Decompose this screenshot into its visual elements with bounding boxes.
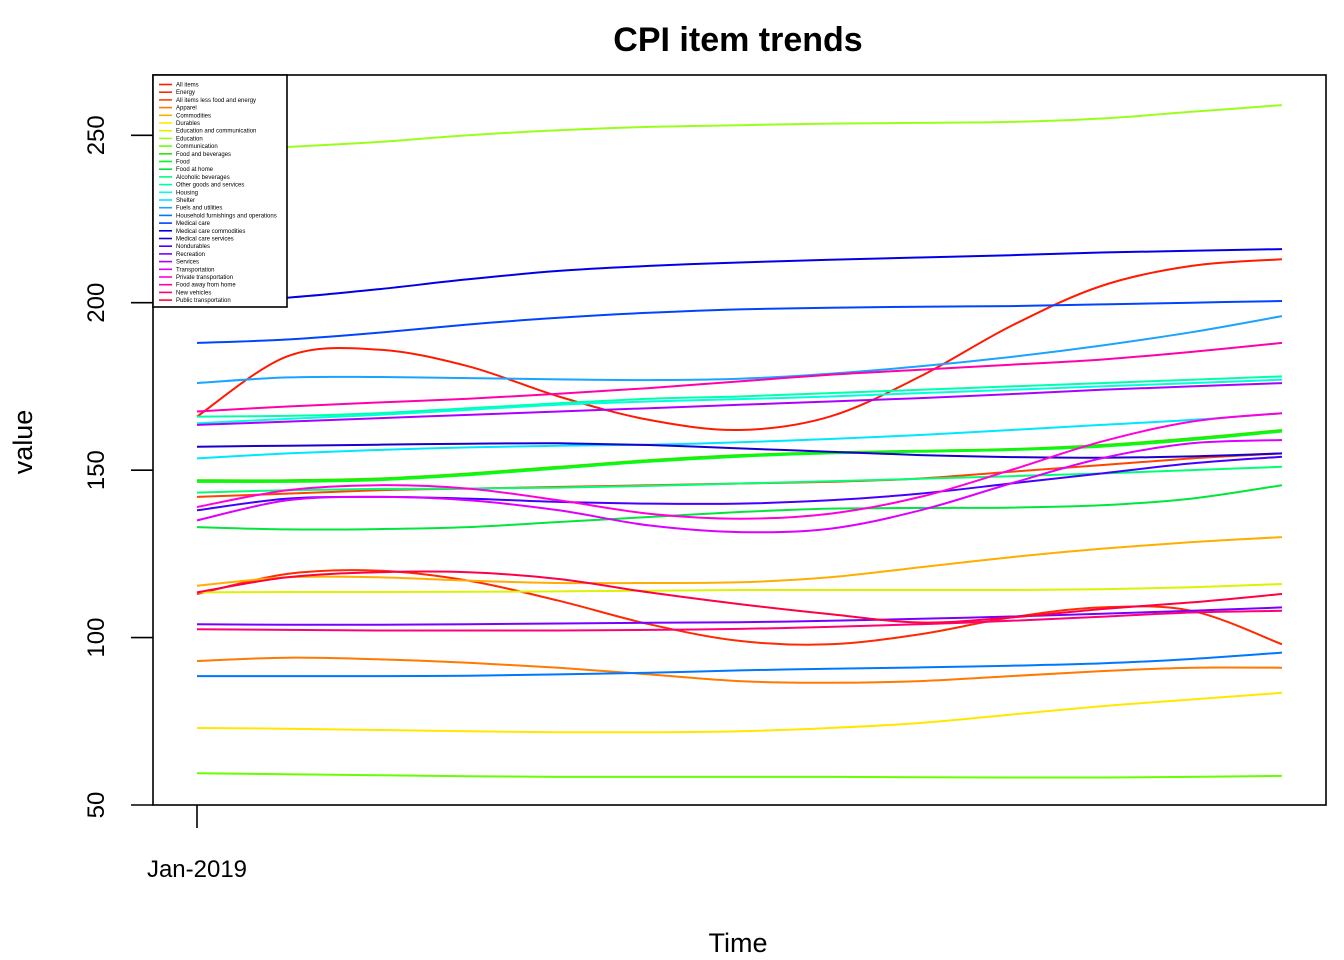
legend-entry: Medical care services (176, 237, 234, 243)
legend-entry: Food away from home (176, 283, 236, 289)
series-line-food-and-beverages (196, 429, 1283, 482)
legend-entry: Housing (176, 190, 198, 196)
y-axis: 50 100 150 200 250 (83, 115, 153, 818)
series-line-household-furnishings-and-operations (196, 651, 1283, 678)
legend-entry: Household furnishings and operations (176, 213, 277, 219)
legend-entry: Alcoholic beverages (176, 175, 230, 181)
y-tick-label: 150 (83, 450, 110, 490)
series-line-transportation (196, 439, 1283, 534)
legend-box (152, 74, 288, 308)
y-tick-label: 100 (83, 618, 110, 658)
series-line-all-items-less-food-and-energy (196, 452, 1283, 498)
series-line-food-away-from-home (196, 341, 1283, 413)
legend-entry: Commodities (176, 113, 211, 119)
series-line-food-at-home (196, 484, 1283, 531)
chart-title: CPI item trends (613, 21, 862, 59)
legend-entry: Medical care commodities (176, 229, 245, 235)
series-line-public-transportation (196, 570, 1283, 624)
series-lines (196, 104, 1283, 779)
series-line-communication (196, 772, 1283, 779)
series-line-energy (196, 569, 1283, 646)
legend-entry: Other goods and services (176, 183, 244, 189)
y-tick-label: 50 (83, 792, 110, 819)
series-line-housing (196, 378, 1283, 425)
x-axis: Jan-2019 (147, 805, 247, 883)
series-line-new-vehicles (196, 609, 1283, 632)
series-line-apparel (196, 656, 1283, 684)
legend-entry: Recreation (176, 252, 205, 258)
series-line-education (196, 104, 1283, 153)
series-line-recreation (196, 606, 1283, 626)
y-tick-label: 250 (83, 115, 110, 155)
series-line-food (196, 430, 1283, 483)
series-line-private-transportation (196, 412, 1283, 520)
legend-entry: Transportation (176, 267, 214, 273)
legend-entry: Food and beverages (176, 152, 231, 158)
legend-entry: Nondurables (176, 244, 210, 250)
series-line-medical-care-commodities (196, 248, 1283, 304)
legend-entry: Services (176, 260, 199, 266)
series-line-medical-care (196, 300, 1283, 344)
series-line-education-and-communication (196, 583, 1283, 594)
legend-entry: All items less food and energy (176, 98, 256, 104)
legend-entry: Fuels and utilities (176, 206, 222, 212)
legend-entry: Medical care (176, 221, 211, 227)
plot-frame (152, 74, 1327, 806)
x-axis-label: Time (709, 928, 768, 958)
series-line-other-goods-and-services (196, 375, 1283, 418)
legend-entry: New vehicles (176, 290, 211, 296)
series-line-all-items (196, 258, 1283, 432)
legend-entry: Communication (176, 144, 218, 150)
series-line-commodities (196, 536, 1283, 587)
series-line-durables (196, 691, 1283, 734)
legend-entry: Food at home (176, 167, 214, 173)
legend-entry: Education (176, 136, 203, 142)
series-line-fuels-and-utilities (196, 315, 1283, 385)
y-tick-label: 200 (83, 283, 110, 323)
series-line-shelter (196, 412, 1283, 460)
legend-entry: Public transportation (176, 298, 231, 304)
legend-entry: All items (176, 83, 199, 89)
legend-entry: Energy (176, 90, 195, 96)
x-tick-label: Jan-2019 (147, 856, 247, 883)
legend-entry: Apparel (176, 106, 197, 112)
legend-entry: Education and communication (176, 129, 256, 135)
legend-entry: Shelter (176, 198, 195, 204)
legend-entry: Durables (176, 121, 200, 127)
legend-entry: Private transportation (176, 275, 233, 281)
y-axis-label: value (8, 410, 38, 475)
series-line-services (196, 382, 1283, 426)
legend-entry: Food (176, 160, 190, 166)
